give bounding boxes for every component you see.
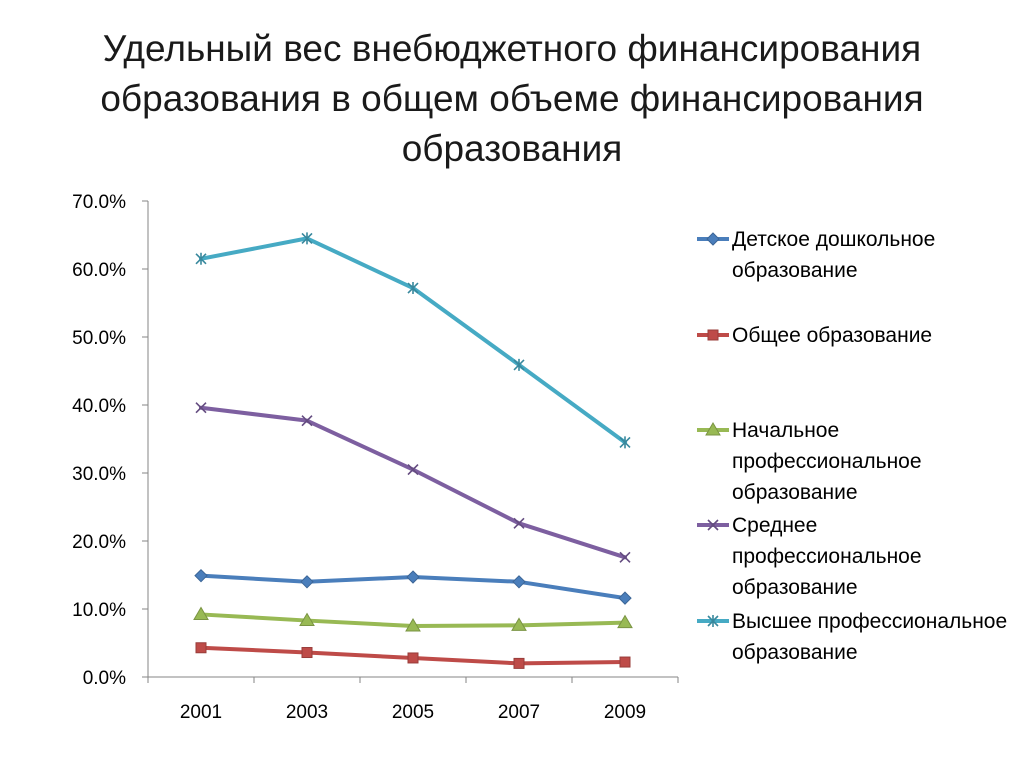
legend-label-general: Общее образование <box>732 324 933 347</box>
x-tick-label: 2005 <box>392 702 434 723</box>
x-tick-label: 2007 <box>498 702 540 723</box>
legend-marker <box>707 329 719 341</box>
data-point <box>301 415 313 427</box>
data-point <box>407 652 419 664</box>
y-tick-label: 40.0% <box>72 396 126 417</box>
legend-label-secondary-vocational: Среднее профессиональное образование <box>732 514 922 599</box>
data-point <box>513 517 525 529</box>
data-point <box>512 575 526 589</box>
data-point <box>299 612 315 627</box>
y-tick-label: 60.0% <box>72 260 126 281</box>
series-line <box>199 236 627 445</box>
slide-title: Удельный вес внебюджетного финансировани… <box>40 24 984 174</box>
legend-swatch-primary-vocational <box>697 422 729 436</box>
y-tick-label: 10.0% <box>72 600 126 621</box>
data-point <box>195 402 207 414</box>
series-2 <box>193 606 633 632</box>
data-point <box>513 657 525 669</box>
y-tick-label: 20.0% <box>72 532 126 553</box>
x-tick-label: 2003 <box>286 702 328 723</box>
data-point <box>407 464 419 476</box>
y-tick-label: 0.0% <box>83 668 126 689</box>
data-point <box>618 591 632 605</box>
legend-label-primary-vocational: Начальное профессиональное образование <box>732 419 922 504</box>
legend-marker <box>707 615 719 627</box>
title-line-2: образования в общем объеме финансировани… <box>100 78 924 119</box>
legend-swatch-higher-vocational <box>697 615 729 627</box>
series-0 <box>194 568 632 605</box>
data-point <box>301 647 313 659</box>
data-point <box>617 614 633 629</box>
data-point <box>407 282 419 295</box>
y-tick-label: 70.0% <box>72 192 126 213</box>
data-point <box>194 568 208 583</box>
legend-swatch-general <box>697 329 729 341</box>
title-line-3: образования <box>401 128 623 169</box>
legend-swatch-secondary-vocational <box>697 519 729 531</box>
chart-series <box>193 232 633 669</box>
data-point <box>619 551 631 563</box>
legend-marker <box>707 519 719 531</box>
data-point <box>406 570 420 584</box>
data-point <box>195 252 207 265</box>
title-line-1: Удельный вес внебюджетного финансировани… <box>102 28 922 69</box>
data-point <box>405 618 421 632</box>
data-point <box>300 575 314 589</box>
data-point <box>511 617 527 631</box>
series-line <box>199 405 627 560</box>
x-tick-label: 2009 <box>604 702 646 723</box>
data-point <box>195 642 207 654</box>
x-tick-label: 2001 <box>180 702 222 723</box>
chart-axes: 0.0% 10.0% 20.0% 30.0% 40.0% 50.0% 60.0% 70.0% 2… <box>72 192 679 723</box>
data-point <box>513 358 525 371</box>
data-point <box>619 656 631 668</box>
legend-label-preschool: Детское дошкольное образование <box>732 228 936 282</box>
data-point <box>301 232 313 245</box>
series-3 <box>195 402 631 563</box>
y-tick-label: 50.0% <box>72 328 126 349</box>
series-4 <box>195 232 631 449</box>
data-point <box>193 606 209 620</box>
y-tick-label: 30.0% <box>72 464 126 485</box>
legend-swatch-preschool <box>697 232 729 246</box>
legend-marker <box>705 422 721 436</box>
series-1 <box>195 642 631 669</box>
legend-label-higher-vocational: Высшее профессиональное образование <box>732 610 1008 664</box>
legend-marker <box>706 232 720 246</box>
data-point <box>619 436 631 449</box>
